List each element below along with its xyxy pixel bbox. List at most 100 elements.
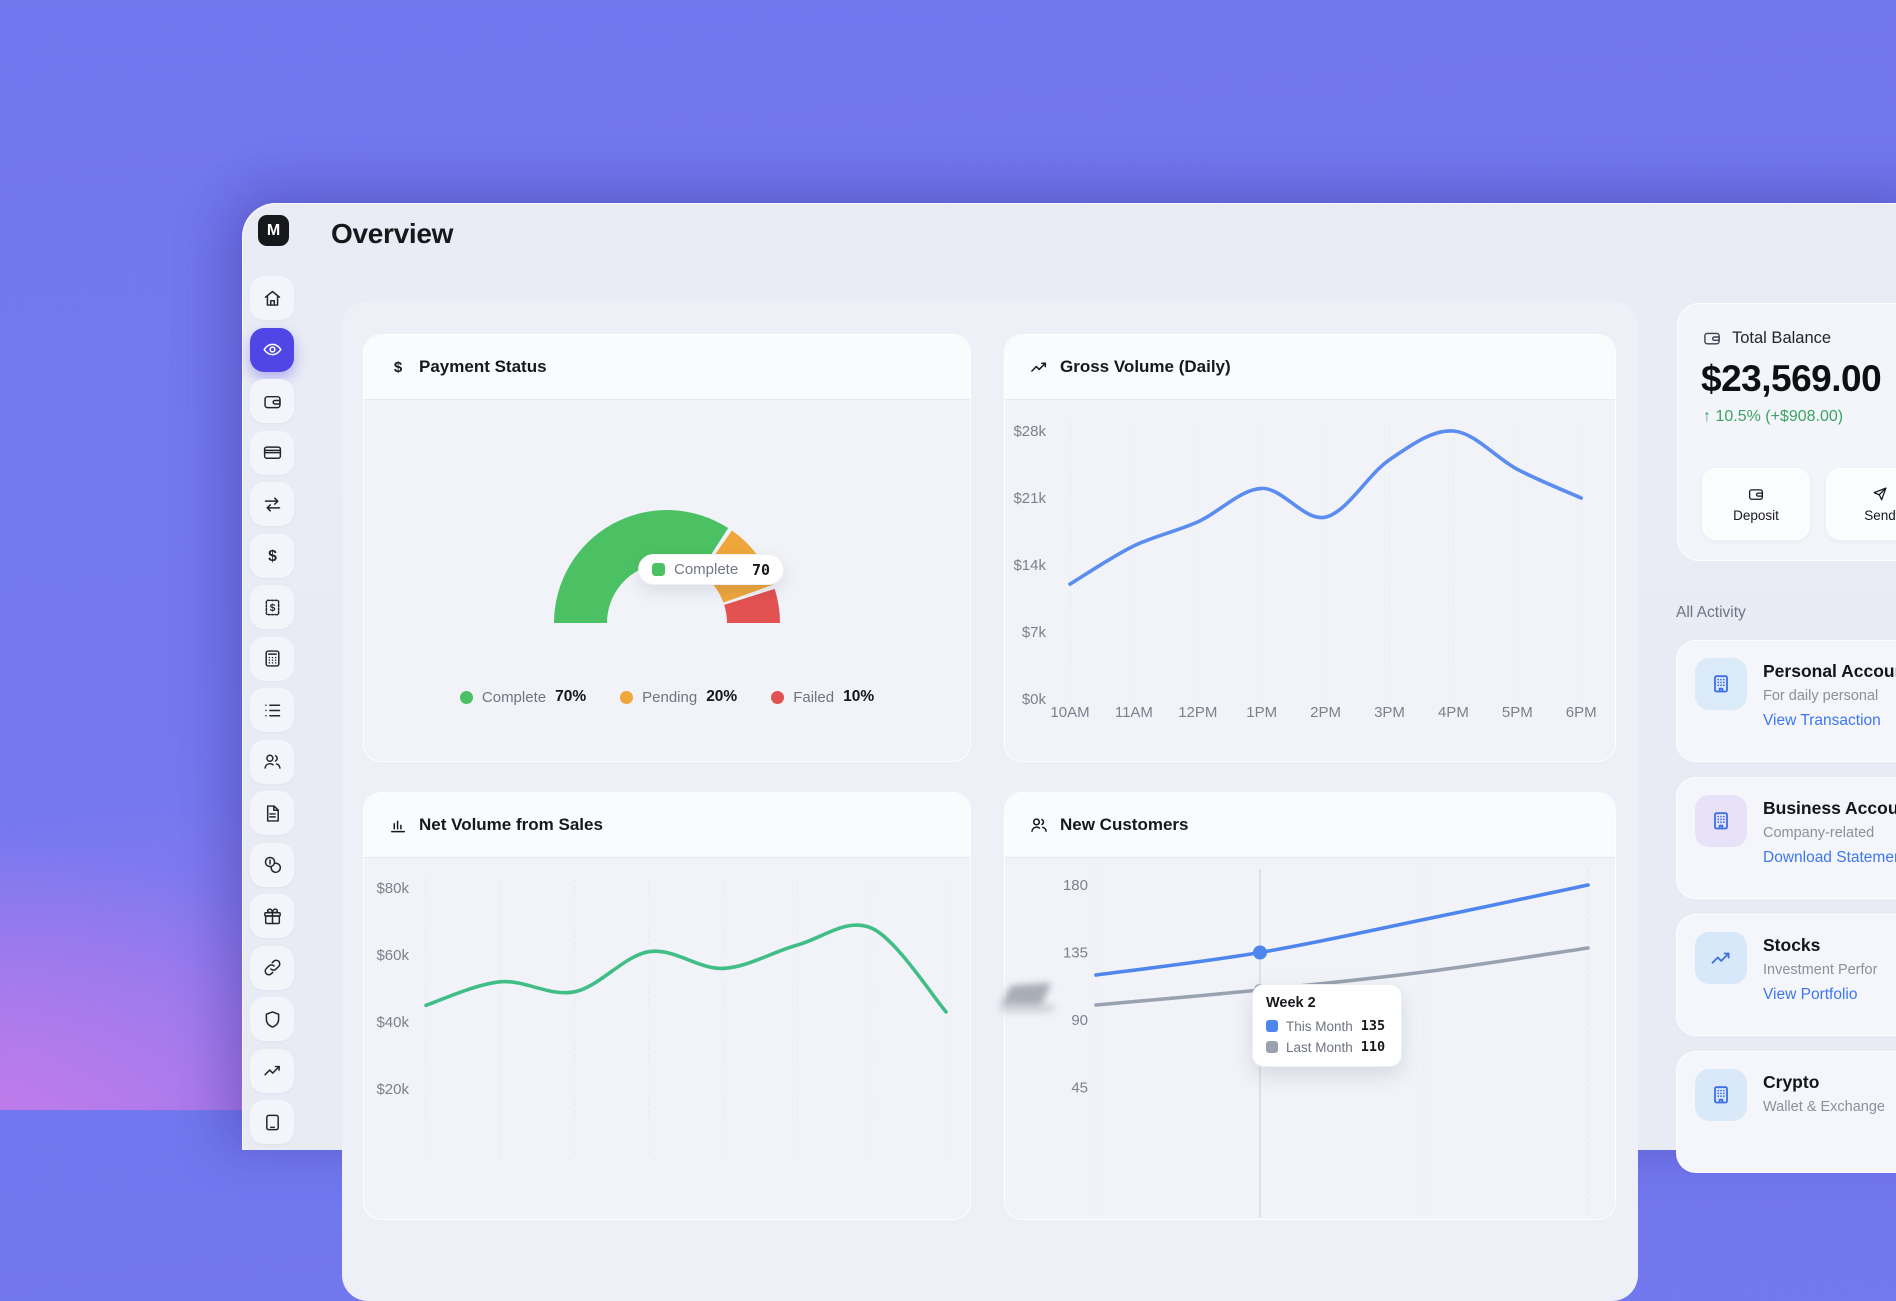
- activity-subtitle: Company-related: [1763, 825, 1875, 841]
- gross-volume-title: Gross Volume (Daily): [1060, 357, 1231, 376]
- svg-text:4PM: 4PM: [1438, 704, 1469, 721]
- svg-text:$7k: $7k: [1022, 624, 1047, 641]
- sidebar-item-calculator[interactable]: [250, 636, 294, 681]
- legend-swatch-complete: [652, 563, 665, 576]
- net-volume-chart: $80k $60k $40k $20k: [376, 879, 948, 1157]
- sidebar-item-coins[interactable]: [250, 842, 294, 887]
- net-volume-card: Net Volume from Sales $80k $60k $40k $20k: [363, 792, 971, 1220]
- building-icon: [1709, 1083, 1733, 1107]
- gross-volume-card: Gross Volume (Daily) $28k $21k $14k $7k $0k 1…: [1004, 334, 1616, 762]
- calculator-icon: [262, 648, 283, 669]
- activity-title: Business Account: [1763, 798, 1896, 818]
- business-account-tile: [1695, 795, 1747, 847]
- activity-subtitle: For daily personal: [1763, 688, 1879, 704]
- wallet-icon: [1702, 328, 1722, 348]
- svg-text:1PM: 1PM: [1246, 704, 1277, 721]
- payment-status-card: Payment Status Complete 70 Complete 70% …: [363, 334, 971, 762]
- svg-text:$28k: $28k: [1013, 423, 1046, 440]
- sidebar-item-payments[interactable]: [250, 533, 294, 578]
- total-balance-amount: $23,569.00: [1701, 358, 1882, 399]
- sidebar-item-analytics[interactable]: [250, 1048, 294, 1093]
- svg-text:180: 180: [1063, 877, 1088, 894]
- gauge-tooltip-value: 70: [751, 560, 770, 579]
- legend-item-failed: Failed 10%: [771, 688, 874, 706]
- svg-text:$80k: $80k: [376, 880, 409, 897]
- bar-chart-icon: [388, 815, 408, 835]
- activity-subtitle: Investment Perfor: [1763, 962, 1878, 978]
- svg-text:135: 135: [1063, 945, 1088, 962]
- app-logo[interactable]: M: [258, 215, 289, 246]
- sidebar-item-security[interactable]: [250, 997, 294, 1041]
- page-title: Overview: [331, 218, 454, 249]
- dollar-icon: [262, 545, 283, 566]
- activity-item-stocks[interactable]: Stocks Investment Perfor View Portfolio: [1676, 914, 1896, 1036]
- building-icon: [1709, 672, 1733, 696]
- svg-text:$14k: $14k: [1013, 557, 1046, 574]
- total-balance-label: Total Balance: [1732, 328, 1832, 347]
- activity-item-business-account[interactable]: Business Account Company-related Downloa…: [1676, 777, 1896, 899]
- stocks-tile: [1695, 932, 1747, 984]
- gauge-tooltip: Complete 70: [638, 554, 784, 585]
- gross-volume-header: Gross Volume (Daily): [1005, 335, 1615, 400]
- all-activity-heading: All Activity: [1676, 604, 1746, 621]
- svg-text:5PM: 5PM: [1502, 704, 1533, 721]
- dollar-icon: [388, 357, 408, 377]
- users-icon: [262, 751, 283, 772]
- building-icon: [1709, 809, 1733, 833]
- view-transaction-link[interactable]: View Transaction: [1763, 712, 1881, 729]
- svg-text:90: 90: [1071, 1012, 1088, 1029]
- sidebar-item-rewards[interactable]: [250, 894, 294, 938]
- sidebar-item-transactions[interactable]: [250, 688, 294, 732]
- activity-title: Personal Account: [1763, 661, 1896, 681]
- sidebar-item-invoices[interactable]: [250, 585, 294, 629]
- payment-status-header: Payment Status: [364, 335, 970, 400]
- week2-row-last-month: Last Month 110: [1266, 1039, 1388, 1055]
- last-month-swatch: [1266, 1041, 1278, 1053]
- sidebar-item-customers[interactable]: [250, 739, 294, 784]
- new-customers-title: New Customers: [1060, 815, 1189, 834]
- sidebar-item-links[interactable]: [250, 945, 294, 990]
- trending-up-icon: [1029, 357, 1049, 377]
- activity-item-personal-account[interactable]: Personal Account For daily personal View…: [1676, 640, 1896, 762]
- sidebar-item-home[interactable]: [250, 276, 294, 320]
- device-icon: [262, 1112, 283, 1133]
- sidebar-item-cards[interactable]: [250, 430, 294, 475]
- view-portfolio-link[interactable]: View Portfolio: [1763, 986, 1858, 1003]
- net-volume-header: Net Volume from Sales: [364, 793, 970, 858]
- sidebar-item-devices[interactable]: [250, 1100, 294, 1144]
- receipt-icon: [262, 597, 283, 618]
- arrows-left-right-icon: [262, 494, 283, 515]
- activity-item-crypto[interactable]: Crypto Wallet & Exchange: [1676, 1051, 1896, 1173]
- coins-icon: [262, 854, 283, 875]
- sidebar-item-transfers[interactable]: [250, 482, 294, 526]
- credit-card-icon: [262, 442, 283, 463]
- sidebar-item-overview[interactable]: [250, 327, 294, 372]
- eye-icon: [262, 339, 283, 360]
- svg-text:45: 45: [1071, 1080, 1088, 1097]
- trending-up-icon: [262, 1060, 283, 1081]
- week2-row-this-month: This Month 135: [1266, 1018, 1388, 1034]
- sidebar-item-documents[interactable]: [250, 791, 294, 835]
- file-icon: [262, 803, 283, 824]
- send-button[interactable]: Send: [1826, 468, 1896, 540]
- wallet-icon: [262, 391, 283, 412]
- activity-title: Crypto: [1763, 1072, 1820, 1092]
- activity-subtitle: Wallet & Exchange: [1763, 1099, 1885, 1115]
- sidebar-item-wallet[interactable]: [250, 379, 294, 423]
- svg-text:6PM: 6PM: [1566, 704, 1597, 721]
- home-icon: [262, 288, 283, 309]
- week2-tooltip: Week 2 This Month 135 Last Month 110: [1252, 984, 1402, 1067]
- week2-tooltip-title: Week 2: [1266, 995, 1316, 1011]
- gauge-tooltip-label: Complete: [674, 561, 739, 578]
- wallet-icon: [1747, 485, 1765, 503]
- legend-item-pending: Pending 20%: [620, 688, 737, 706]
- legend-dot-failed: [771, 690, 785, 704]
- download-statement-link[interactable]: Download Statement: [1763, 849, 1896, 866]
- users-icon: [1029, 815, 1049, 835]
- link-icon: [262, 957, 283, 978]
- deposit-button[interactable]: Deposit: [1702, 468, 1810, 540]
- svg-text:$21k: $21k: [1013, 490, 1046, 507]
- svg-text:10AM: 10AM: [1050, 704, 1089, 721]
- shield-icon: [262, 1009, 283, 1030]
